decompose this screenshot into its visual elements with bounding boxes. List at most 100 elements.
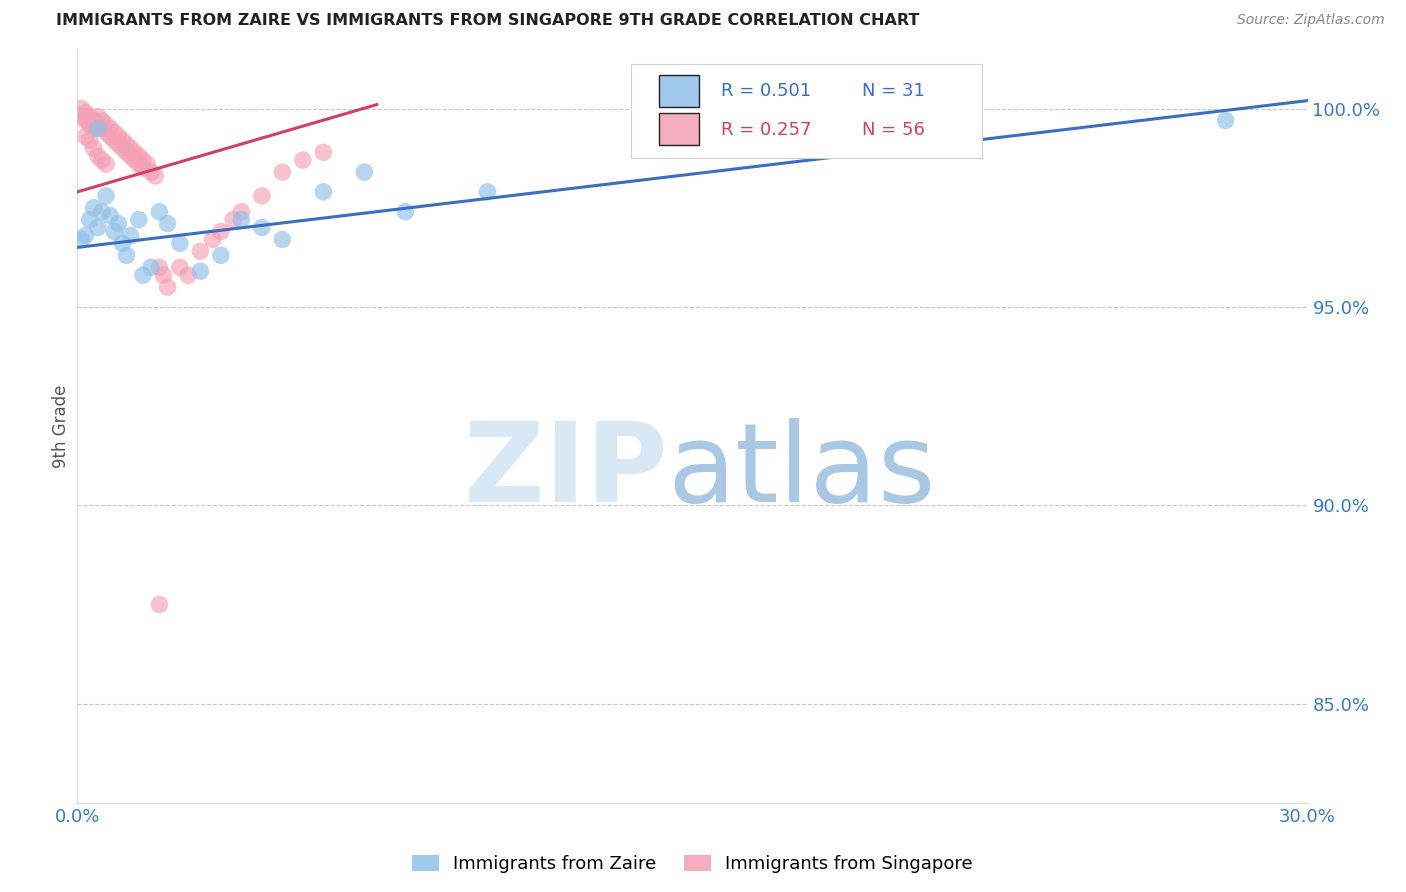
Point	[312, 145, 335, 160]
Point	[188, 244, 212, 259]
Point	[94, 189, 117, 203]
Point	[132, 153, 155, 168]
Point	[75, 129, 97, 144]
Point	[79, 133, 101, 147]
Point	[87, 110, 110, 124]
Point	[87, 220, 110, 235]
Point	[128, 149, 150, 163]
Point	[148, 204, 170, 219]
Point	[250, 220, 273, 235]
Point	[70, 110, 93, 124]
Point	[90, 204, 114, 219]
Point	[141, 165, 163, 179]
Y-axis label: 9th Grade: 9th Grade	[52, 384, 70, 467]
Text: R = 0.501: R = 0.501	[721, 81, 811, 100]
Text: N = 56: N = 56	[862, 120, 925, 139]
Point	[79, 117, 101, 131]
Point	[148, 260, 170, 275]
Point	[124, 145, 146, 160]
Point	[75, 113, 97, 128]
Point	[115, 137, 138, 152]
Point	[87, 117, 110, 131]
Point	[353, 165, 375, 179]
Point	[169, 236, 191, 251]
Point	[124, 153, 146, 168]
Point	[103, 133, 125, 147]
Point	[111, 141, 134, 155]
Point	[120, 141, 142, 155]
Point	[107, 217, 129, 231]
Point	[103, 225, 125, 239]
Point	[477, 185, 499, 199]
Point	[111, 236, 134, 251]
Point	[75, 105, 97, 120]
Point	[75, 228, 97, 243]
Point	[177, 268, 200, 283]
Point	[98, 129, 121, 144]
Point	[156, 217, 179, 231]
Point	[120, 149, 142, 163]
Point	[291, 153, 314, 168]
Point	[94, 157, 117, 171]
Point	[128, 212, 150, 227]
Point	[312, 185, 335, 199]
Point	[271, 232, 294, 246]
Point	[87, 149, 110, 163]
Point	[90, 153, 114, 168]
Point	[143, 169, 166, 183]
Point	[1215, 113, 1237, 128]
FancyBboxPatch shape	[659, 113, 699, 145]
Point	[70, 102, 93, 116]
Point	[83, 141, 105, 155]
FancyBboxPatch shape	[631, 64, 981, 159]
Point	[83, 121, 105, 136]
Point	[87, 121, 110, 136]
Point	[94, 117, 117, 131]
Legend: Immigrants from Zaire, Immigrants from Singapore: Immigrants from Zaire, Immigrants from S…	[405, 847, 980, 880]
Point	[136, 157, 159, 171]
Point	[115, 248, 138, 262]
Point	[83, 113, 105, 128]
Point	[152, 268, 174, 283]
Point	[209, 248, 232, 262]
Point	[79, 212, 101, 227]
Point	[222, 212, 245, 227]
Point	[98, 121, 121, 136]
Text: N = 31: N = 31	[862, 81, 925, 100]
Point	[70, 232, 93, 246]
Text: ZIP: ZIP	[464, 417, 668, 524]
Text: Source: ZipAtlas.com: Source: ZipAtlas.com	[1237, 13, 1385, 28]
Point	[83, 201, 105, 215]
Point	[148, 598, 170, 612]
Point	[188, 264, 212, 278]
Point	[231, 212, 253, 227]
Point	[128, 157, 150, 171]
Point	[132, 268, 155, 283]
Point	[201, 232, 224, 246]
Text: R = 0.257: R = 0.257	[721, 120, 811, 139]
Text: atlas: atlas	[668, 417, 936, 524]
Point	[682, 137, 704, 152]
Point	[79, 110, 101, 124]
Point	[107, 137, 129, 152]
FancyBboxPatch shape	[659, 76, 699, 107]
Point	[394, 204, 416, 219]
Point	[169, 260, 191, 275]
Text: IMMIGRANTS FROM ZAIRE VS IMMIGRANTS FROM SINGAPORE 9TH GRADE CORRELATION CHART: IMMIGRANTS FROM ZAIRE VS IMMIGRANTS FROM…	[56, 13, 920, 29]
Point	[103, 125, 125, 139]
Point	[209, 225, 232, 239]
Point	[132, 161, 155, 175]
Point	[156, 280, 179, 294]
Point	[90, 121, 114, 136]
Point	[250, 189, 273, 203]
Point	[98, 209, 121, 223]
Point	[94, 125, 117, 139]
Point	[107, 129, 129, 144]
Point	[141, 260, 163, 275]
Point	[115, 145, 138, 160]
Point	[90, 113, 114, 128]
Point	[271, 165, 294, 179]
Point	[120, 228, 142, 243]
Point	[231, 204, 253, 219]
Point	[111, 133, 134, 147]
